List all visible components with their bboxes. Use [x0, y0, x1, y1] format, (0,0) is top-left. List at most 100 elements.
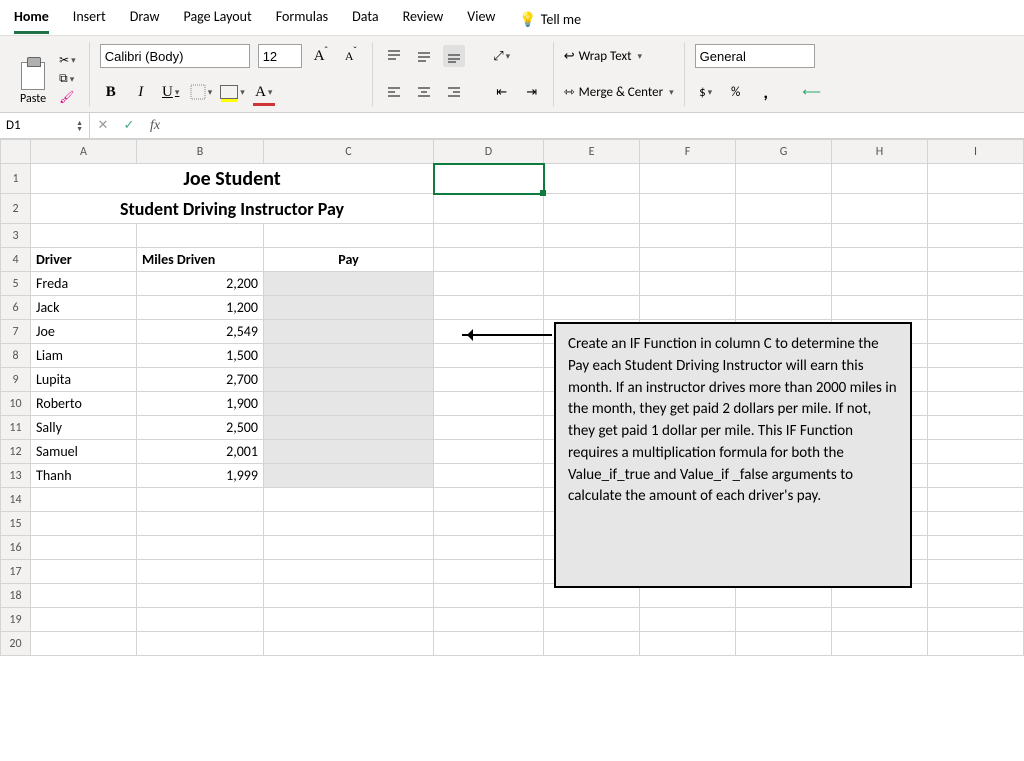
borders-button[interactable]: ▾	[190, 81, 213, 103]
cell-B14[interactable]	[137, 488, 264, 512]
fx-button[interactable]: fx	[142, 113, 168, 138]
cell-F1[interactable]	[640, 164, 736, 194]
fill-color-button[interactable]: ▾	[220, 81, 245, 103]
cell-D20[interactable]	[434, 632, 544, 656]
cell-I12[interactable]	[928, 440, 1024, 464]
name-box-spinner[interactable]: ▲▼	[76, 120, 83, 132]
percent-button[interactable]: %	[725, 81, 747, 103]
cell-A9[interactable]: Lupita	[31, 368, 137, 392]
cell-B19[interactable]	[137, 608, 264, 632]
cell-H2[interactable]	[832, 194, 928, 224]
cell-B13[interactable]: 1,999	[137, 464, 264, 488]
copy-button[interactable]: ⧉▾	[56, 71, 79, 87]
cell-E4[interactable]	[544, 248, 640, 272]
comma-button[interactable]: ,	[755, 81, 777, 103]
cell-A19[interactable]	[31, 608, 137, 632]
row-header-2[interactable]: 2	[1, 194, 31, 224]
cancel-formula-button[interactable]: ✕	[90, 113, 116, 138]
cell-F5[interactable]	[640, 272, 736, 296]
cell-F19[interactable]	[640, 608, 736, 632]
cell-A6[interactable]: Jack	[31, 296, 137, 320]
cell-A8[interactable]: Liam	[31, 344, 137, 368]
accept-formula-button[interactable]: ✓	[116, 113, 142, 138]
col-header-D[interactable]: D	[434, 140, 544, 164]
cell-D17[interactable]	[434, 560, 544, 584]
cell-G3[interactable]	[736, 224, 832, 248]
cell-D10[interactable]	[434, 392, 544, 416]
merge-center-button[interactable]: ⇿Merge & Center ▾	[564, 85, 674, 100]
cell-A16[interactable]	[31, 536, 137, 560]
row-header-8[interactable]: 8	[1, 344, 31, 368]
cell-D14[interactable]	[434, 488, 544, 512]
font-name-select[interactable]	[100, 44, 250, 68]
row-header-1[interactable]: 1	[1, 164, 31, 194]
cell-E19[interactable]	[544, 608, 640, 632]
cell-I20[interactable]	[928, 632, 1024, 656]
align-top-button[interactable]	[383, 45, 405, 67]
cell-I9[interactable]	[928, 368, 1024, 392]
align-middle-button[interactable]	[413, 45, 435, 67]
cell-E2[interactable]	[544, 194, 640, 224]
cell-A1[interactable]: Joe Student	[31, 164, 434, 194]
col-header-B[interactable]: B	[137, 140, 264, 164]
cell-H6[interactable]	[832, 296, 928, 320]
cell-D18[interactable]	[434, 584, 544, 608]
cell-C12[interactable]	[264, 440, 434, 464]
cell-C8[interactable]	[264, 344, 434, 368]
cell-E6[interactable]	[544, 296, 640, 320]
cell-B4[interactable]: Miles Driven	[137, 248, 264, 272]
cell-F4[interactable]	[640, 248, 736, 272]
col-header-E[interactable]: E	[544, 140, 640, 164]
row-header-5[interactable]: 5	[1, 272, 31, 296]
cell-F6[interactable]	[640, 296, 736, 320]
cell-C18[interactable]	[264, 584, 434, 608]
cell-G19[interactable]	[736, 608, 832, 632]
cell-I18[interactable]	[928, 584, 1024, 608]
cell-B8[interactable]: 1,500	[137, 344, 264, 368]
col-header-I[interactable]: I	[928, 140, 1024, 164]
row-header-14[interactable]: 14	[1, 488, 31, 512]
row-header-11[interactable]: 11	[1, 416, 31, 440]
align-left-button[interactable]	[383, 81, 405, 103]
row-header-12[interactable]: 12	[1, 440, 31, 464]
cell-C20[interactable]	[264, 632, 434, 656]
cell-D1[interactable]	[434, 164, 544, 194]
cell-I17[interactable]	[928, 560, 1024, 584]
cell-A15[interactable]	[31, 512, 137, 536]
ribbon-tab-data[interactable]: Data	[352, 4, 378, 34]
cell-G1[interactable]	[736, 164, 832, 194]
col-header-A[interactable]: A	[31, 140, 137, 164]
cell-C14[interactable]	[264, 488, 434, 512]
cell-G20[interactable]	[736, 632, 832, 656]
ribbon-tab-page-layout[interactable]: Page Layout	[184, 4, 252, 34]
row-header-15[interactable]: 15	[1, 512, 31, 536]
cell-H3[interactable]	[832, 224, 928, 248]
cell-I19[interactable]	[928, 608, 1024, 632]
paste-button[interactable]: Paste	[20, 62, 52, 106]
cell-D3[interactable]	[434, 224, 544, 248]
cell-G6[interactable]	[736, 296, 832, 320]
cell-D19[interactable]	[434, 608, 544, 632]
col-header-C[interactable]: C	[264, 140, 434, 164]
decrease-font-button[interactable]: Aˇ	[340, 45, 362, 67]
cell-A17[interactable]	[31, 560, 137, 584]
cell-A5[interactable]: Freda	[31, 272, 137, 296]
cell-G2[interactable]	[736, 194, 832, 224]
cell-I5[interactable]	[928, 272, 1024, 296]
cell-D8[interactable]	[434, 344, 544, 368]
cell-E3[interactable]	[544, 224, 640, 248]
cell-I16[interactable]	[928, 536, 1024, 560]
formula-input[interactable]	[168, 113, 1024, 138]
cell-A18[interactable]	[31, 584, 137, 608]
cell-D13[interactable]	[434, 464, 544, 488]
cell-A20[interactable]	[31, 632, 137, 656]
cell-C9[interactable]	[264, 368, 434, 392]
cell-C6[interactable]	[264, 296, 434, 320]
cell-I3[interactable]	[928, 224, 1024, 248]
cell-C3[interactable]	[264, 224, 434, 248]
cell-B16[interactable]	[137, 536, 264, 560]
number-format-select[interactable]	[695, 44, 815, 68]
font-size-select[interactable]	[258, 44, 302, 68]
cell-F3[interactable]	[640, 224, 736, 248]
cell-I15[interactable]	[928, 512, 1024, 536]
